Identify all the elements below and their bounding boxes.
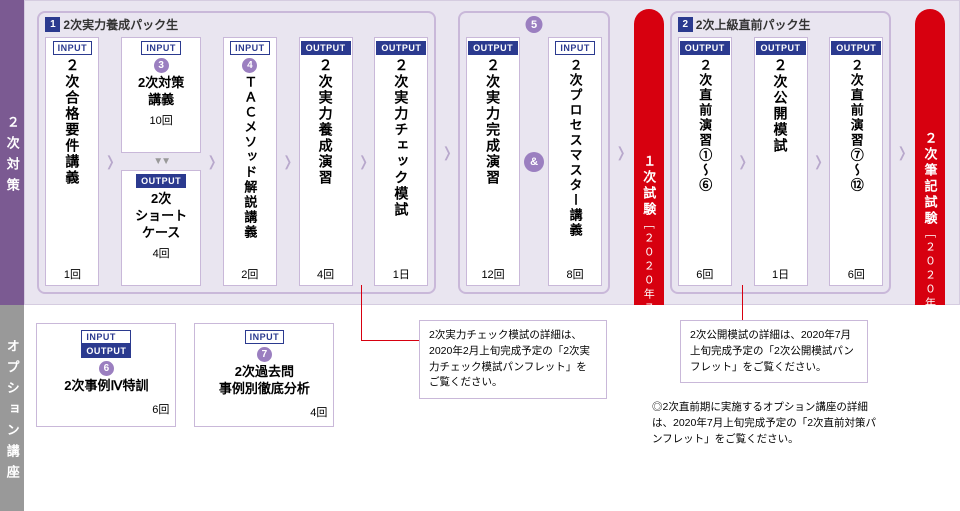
card-taisaku: INPUT 3 2次対策 講義 10回 (121, 37, 201, 153)
badge-input: INPUT (53, 41, 93, 55)
tab-option: オプション講座 (0, 305, 24, 511)
circle-6: 6 (99, 361, 114, 376)
arrow-icon: ❭ (103, 37, 117, 286)
note-line-2 (742, 285, 743, 323)
note-2: 2次公開模試の詳細は、2020年7月上旬完成予定の「2次公開模試パンフレット」を… (680, 320, 868, 383)
arrow-icon: ❭ (736, 37, 750, 286)
group-5: 5 OUTPUT ２次実力完成演習 12回 & INPUT ２次プロセスマスター… (458, 11, 610, 294)
opt-count: 4回 (310, 404, 327, 420)
card-tac: INPUT 4 ＴＡＣメソッド解説講義 2回 (223, 37, 277, 286)
group-2-title: 2次上級直前パック生 (696, 16, 811, 33)
card-count: 4回 (153, 245, 170, 261)
note-1: 2次実力チェック模試の詳細は、2020年2月上旬完成予定の「2次実力チェック模試… (419, 320, 607, 399)
card-title: ２次プロセスマスター講義 (566, 58, 585, 263)
card-title: ２次実力養成演習 (316, 58, 336, 263)
stacked-col: INPUT 3 2次対策 講義 10回 ▼▼ OUTPUT 2次 ショート ケー… (121, 37, 201, 286)
arrow-icon: ❭ (614, 11, 628, 294)
badge-output: OUTPUT (81, 344, 131, 358)
badge-output: OUTPUT (376, 41, 426, 55)
flow-row: 1 2次実力養成パック生 INPUT ２次合格要件講義 1回 ❭ INPUT (37, 11, 947, 294)
group-1: 1 2次実力養成パック生 INPUT ２次合格要件講義 1回 ❭ INPUT (37, 11, 436, 294)
card-process: INPUT ２次プロセスマスター講義 8回 (548, 37, 602, 286)
badge-output: OUTPUT (301, 41, 351, 55)
card-title: 2次 ショート ケース (135, 191, 187, 242)
badge-input: INPUT (230, 41, 270, 55)
badge-input: INPUT (81, 330, 131, 344)
card-goukaku: INPUT ２次合格要件講義 1回 (45, 37, 99, 286)
card-kansei: OUTPUT ２次実力完成演習 12回 (466, 37, 520, 286)
circle-4: 4 (242, 58, 257, 73)
arrow-icon: ❭ (205, 37, 219, 286)
tab-main: ２次対策 (0, 0, 24, 305)
group-2: 2 2次上級直前パック生 OUTPUT ２次直前演習①〜⑥ 6回 ❭ OUTPU… (670, 11, 891, 294)
card-title: ２次公開模試 (771, 58, 791, 263)
card-count: 1日 (772, 266, 789, 282)
group-2-num: 2 (678, 17, 693, 32)
card-count: 2回 (241, 266, 258, 282)
badge-output: OUTPUT (136, 174, 186, 188)
card-count: 1回 (64, 266, 81, 282)
badge-input: INPUT (245, 330, 285, 344)
arrow-icon: ❭ (812, 37, 826, 286)
card-shortcase: OUTPUT 2次 ショート ケース 4回 (121, 170, 201, 286)
opt-title: 2次過去問 事例別徹底分析 (219, 364, 310, 398)
card-count: 6回 (848, 266, 865, 282)
group-1-num: 1 (45, 17, 60, 32)
circle-3: 3 (154, 58, 169, 73)
badge-output: OUTPUT (468, 41, 518, 55)
top-section: 1 2次実力養成パック生 INPUT ２次合格要件講義 1回 ❭ INPUT (24, 0, 960, 305)
card-chokuzen1: OUTPUT ２次直前演習①〜⑥ 6回 (678, 37, 732, 286)
card-count: 4回 (317, 266, 334, 282)
card-count: 12回 (481, 266, 504, 282)
card-title: ２次直前演習⑦〜⑫ (847, 58, 866, 263)
main-area: 1 2次実力養成パック生 INPUT ２次合格要件講義 1回 ❭ INPUT (24, 0, 960, 511)
side-tabs: ２次対策 オプション講座 (0, 0, 24, 511)
group-2-label: 2 2次上級直前パック生 (678, 16, 811, 33)
group-1-title: 2次実力養成パック生 (63, 16, 178, 33)
card-title: ２次実力完成演習 (483, 58, 503, 263)
card-title: ＴＡＣメソッド解説講義 (240, 75, 259, 263)
card-count: 1日 (393, 266, 410, 282)
card-title: 2次対策 講義 (138, 75, 184, 109)
note-footer: ◎2次直前期に実施するオプション講座の詳細は、2020年7月上旬完成予定の「2次… (652, 400, 880, 447)
arrow-icon: ❭ (895, 11, 909, 294)
note-line-1 (361, 285, 362, 340)
opt-card-kakomon: INPUT 7 2次過去問 事例別徹底分析 4回 (194, 323, 334, 427)
opt-card-jirei4: INPUT OUTPUT 6 2次事例Ⅳ特訓 6回 (36, 323, 176, 427)
card-title: ２次直前演習①〜⑥ (695, 58, 714, 263)
card-koukai-moshi: OUTPUT ２次公開模試 1日 (754, 37, 808, 286)
badge-input: INPUT (555, 41, 595, 55)
card-count: 10回 (150, 112, 173, 128)
badge-output: OUTPUT (756, 41, 806, 55)
badge-input: INPUT (141, 41, 181, 55)
card-check-moshi: OUTPUT ２次実力チェック模試 1日 (374, 37, 428, 286)
card-yousei: OUTPUT ２次実力養成演習 4回 (299, 37, 353, 286)
card-chokuzen2: OUTPUT ２次直前演習⑦〜⑫ 6回 (829, 37, 883, 286)
arrow-icon: ❭ (357, 37, 371, 286)
opt-count: 6回 (152, 401, 169, 417)
arrow-icon: ❭ (440, 11, 454, 294)
arrow-icon: ❭ (281, 37, 295, 286)
amp-icon: & (524, 37, 544, 286)
opt-title: 2次事例Ⅳ特訓 (64, 378, 148, 395)
badge-output: OUTPUT (680, 41, 730, 55)
circle-5: 5 (526, 16, 543, 33)
group-1-label: 1 2次実力養成パック生 (45, 16, 178, 33)
diagram-root: ２次対策 オプション講座 1 2次実力養成パック生 INPUT ２次合格要件講義… (0, 0, 960, 511)
card-count: 8回 (567, 266, 584, 282)
card-title: ２次合格要件講義 (62, 58, 82, 263)
card-count: 6回 (696, 266, 713, 282)
card-title: ２次実力チェック模試 (391, 58, 411, 263)
down-arrow-icon: ▼▼ (121, 158, 201, 165)
circle-7: 7 (257, 347, 272, 362)
note-line-1b (361, 340, 419, 341)
badge-output: OUTPUT (831, 41, 881, 55)
